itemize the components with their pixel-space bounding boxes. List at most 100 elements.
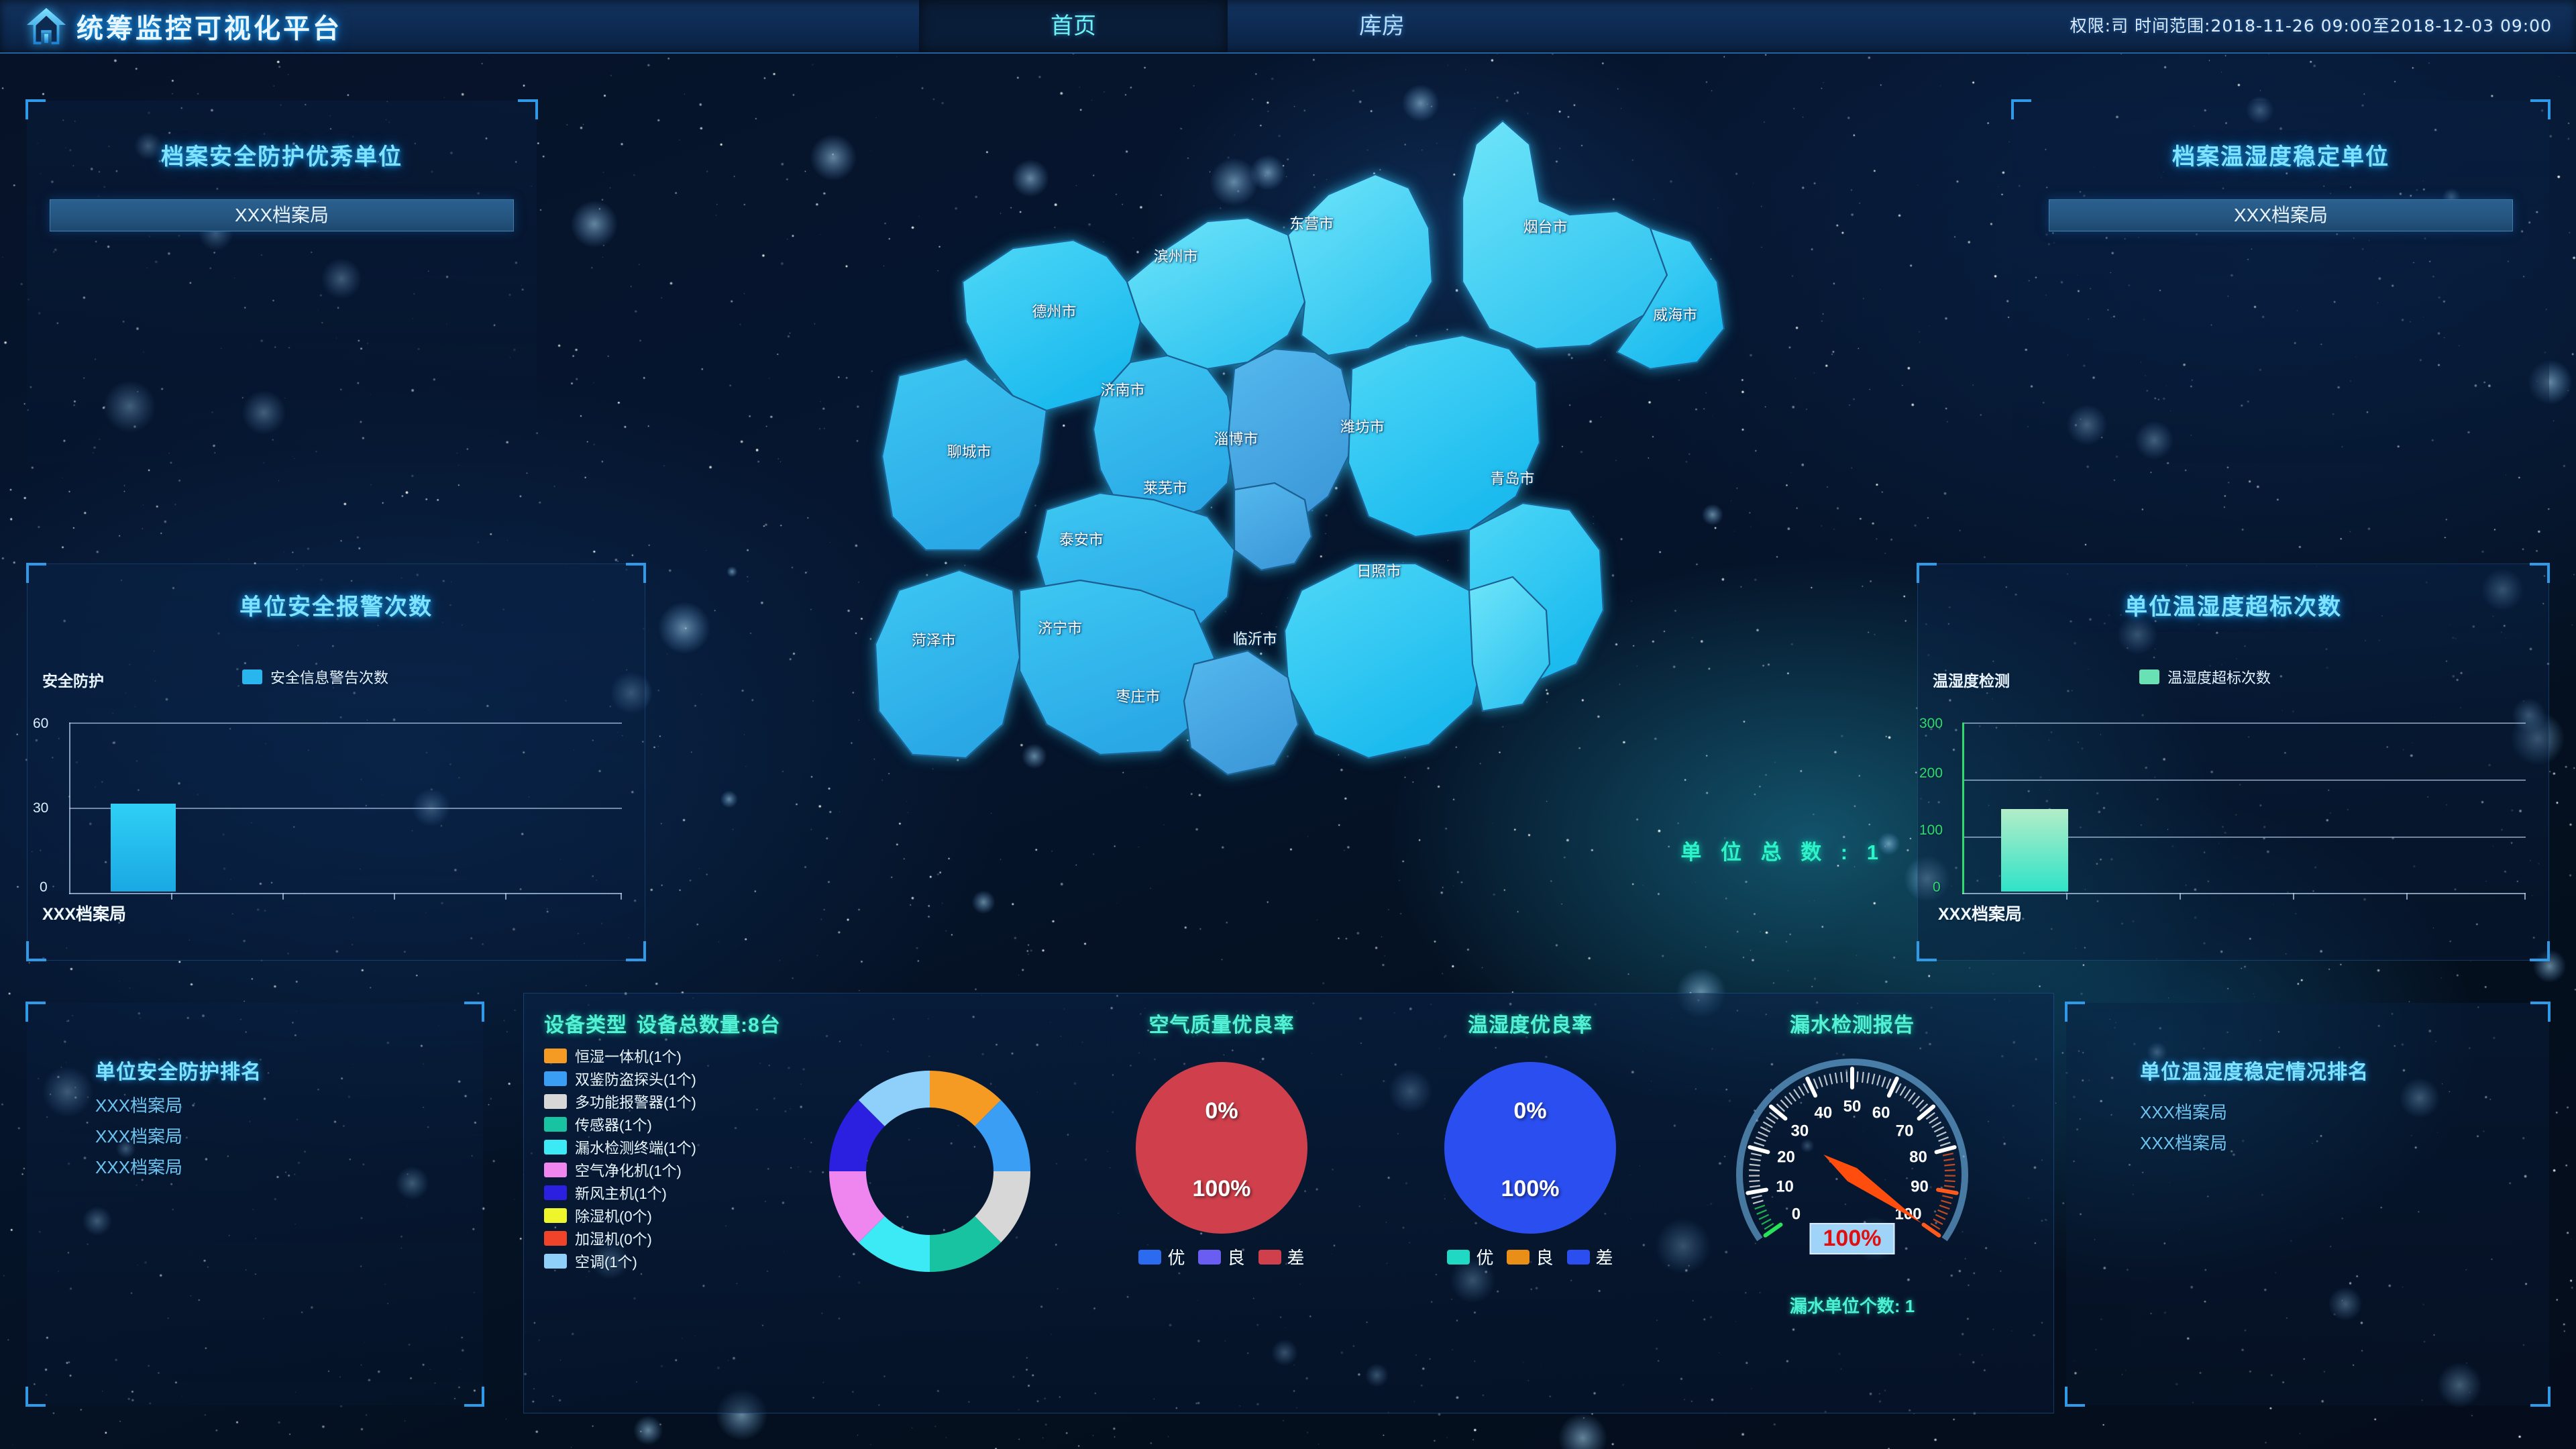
device-legend-item[interactable]: 双鉴防盗探头(1个) [544, 1067, 781, 1090]
gauge-minor-tick [1750, 1159, 1761, 1161]
temp-humidity-block: 温湿度优良率 0% 100% 优 良 差 [1389, 1008, 1671, 1269]
legend-swatch-icon [1258, 1250, 1281, 1265]
device-donut-chart[interactable] [819, 1061, 1040, 1282]
temp-humidity-title: 温湿度优良率 [1389, 1008, 1671, 1038]
list-item[interactable]: XXX档案局 [95, 1152, 483, 1183]
gauge-major-tick [1766, 1225, 1781, 1236]
air-quality-bottom-pct: 100% [1134, 1176, 1309, 1202]
map-city-label[interactable]: 青岛市 [1490, 467, 1534, 488]
pie-slice[interactable] [1136, 1062, 1307, 1234]
legend-swatch-icon [544, 1094, 567, 1109]
leak-gauge-title: 漏水检测报告 [1691, 1008, 2013, 1038]
gauge-minor-tick [1939, 1137, 1949, 1141]
humidity-legend-label: 温湿度超标次数 [2167, 666, 2271, 688]
brand-title: 统筹监控可视化平台 [76, 7, 342, 46]
legend-swatch-icon [544, 1117, 567, 1132]
temp-humidity-pie[interactable] [1443, 1061, 1617, 1235]
device-legend-item[interactable]: 空气净化机(1个) [544, 1159, 781, 1181]
gauge-minor-tick [1877, 1075, 1880, 1085]
map-city-label[interactable]: 潍坊市 [1340, 415, 1385, 437]
device-legend-item[interactable]: 空调(1个) [544, 1250, 781, 1273]
gauge-hub [1846, 1169, 1858, 1181]
gauge-minor-tick [1841, 1072, 1842, 1083]
device-legend-item[interactable]: 恒湿一体机(1个) [544, 1044, 781, 1067]
gauge-major-tick [1771, 1106, 1785, 1118]
humidity-rank-list: XXX档案局 XXX档案局 [2140, 1097, 2549, 1159]
map-city-label[interactable]: 临沂市 [1233, 627, 1277, 649]
list-item[interactable]: XXX档案局 [2140, 1097, 2549, 1128]
gauge-minor-tick [1794, 1089, 1800, 1098]
map-city-label[interactable]: 威海市 [1653, 303, 1697, 325]
list-item[interactable]: XXX档案局 [95, 1121, 483, 1152]
legend-swatch-icon [544, 1185, 567, 1200]
gauge-minor-tick [1755, 1205, 1765, 1209]
legend-swatch-icon [544, 1254, 567, 1269]
device-legend-label: 双鉴防盗探头(1个) [575, 1068, 696, 1089]
legend-label-you: 优 [1476, 1244, 1493, 1269]
legend-swatch-icon [544, 1163, 567, 1177]
humidity-axis-label: 温湿度检测 [1933, 668, 2010, 691]
brand: 统筹监控可视化平台 [25, 1, 342, 51]
gauge-tick-label: 70 [1896, 1122, 1914, 1140]
main-nav[interactable]: 首页 库房 [919, 0, 1536, 52]
humidity-category-label: XXX档案局 [1938, 901, 2022, 925]
legend-swatch-icon [1198, 1250, 1221, 1265]
security-bar[interactable] [111, 804, 176, 892]
security-rank-title: 单位安全防护排名 [95, 1055, 483, 1085]
air-quality-pie[interactable] [1134, 1061, 1309, 1235]
security-plot-area [69, 722, 622, 893]
gauge-major-tick [1748, 1190, 1766, 1193]
map-city-label[interactable]: 菏泽市 [912, 629, 956, 650]
map-city-label[interactable]: 聊城市 [947, 440, 991, 462]
legend-swatch-icon [242, 669, 262, 684]
map-city-label[interactable]: 济南市 [1101, 378, 1145, 400]
gauge-minor-tick [1763, 1122, 1772, 1128]
tab-warehouse[interactable]: 库房 [1228, 0, 1536, 52]
gauge-minor-tick [1749, 1170, 1760, 1171]
gauge-minor-tick [1756, 1137, 1766, 1141]
gauge-minor-tick [1913, 1096, 1919, 1104]
list-item[interactable]: XXX档案局 [95, 1090, 483, 1121]
humidity-bar[interactable] [2001, 809, 2068, 892]
map-city-label[interactable]: 东营市 [1289, 212, 1334, 233]
legend-label-liang: 良 [1227, 1244, 1244, 1269]
gauge-minor-tick [1943, 1159, 1954, 1161]
air-quality-block: 空气质量优良率 0% 100% 优 良 差 [1081, 1008, 1362, 1269]
map-city-label[interactable]: 枣庄市 [1116, 685, 1160, 706]
device-legend-item[interactable]: 漏水检测终端(1个) [544, 1136, 781, 1159]
map-city-label[interactable]: 日照市 [1357, 559, 1401, 581]
device-legend-item[interactable]: 传感器(1个) [544, 1113, 781, 1136]
map-city-label[interactable]: 淄博市 [1214, 427, 1258, 449]
humidity-rank-title: 单位温湿度稳定情况排名 [2140, 1055, 2549, 1085]
device-type-block: 设备类型 设备总数量:8台 恒湿一体机(1个) 双鉴防盗探头(1个) 多功能报警器(… [544, 1008, 781, 1273]
ytick-h-200: 200 [1919, 765, 1943, 782]
app-header: 统筹监控可视化平台 首页 库房 权限:司 时间范围:2018-11-26 09:… [0, 0, 2576, 54]
map-city-label[interactable]: 滨州市 [1154, 245, 1198, 266]
map-city-label[interactable]: 济宁市 [1038, 616, 1082, 638]
map-city-label[interactable]: 德州市 [1032, 300, 1077, 321]
pie-slice[interactable] [1444, 1062, 1616, 1234]
gauge-minor-tick [1757, 1210, 1767, 1214]
map-city-label[interactable]: 泰安市 [1059, 528, 1104, 549]
gauge-minor-tick [1944, 1186, 1955, 1187]
device-legend-label: 除湿机(0个) [575, 1205, 652, 1226]
tab-home[interactable]: 首页 [919, 0, 1228, 52]
map-city-label[interactable]: 莱芜市 [1143, 476, 1187, 498]
device-legend-item[interactable]: 新风主机(1个) [544, 1181, 781, 1204]
map-city-label[interactable]: 烟台市 [1523, 215, 1568, 237]
humidity-rank-panel: 单位温湿度稳定情况排名 XXX档案局 XXX档案局 [2066, 1003, 2549, 1405]
ytick-h-0: 0 [1933, 879, 1941, 896]
device-legend-item[interactable]: 多功能报警器(1个) [544, 1090, 781, 1113]
air-quality-top-pct: 0% [1134, 1098, 1309, 1124]
legend-swatch-icon [544, 1208, 567, 1223]
device-legend-label: 新风主机(1个) [575, 1182, 667, 1203]
gauge-minor-tick [1781, 1100, 1788, 1108]
gauge-tick-label: 80 [1909, 1148, 1927, 1167]
device-legend-item[interactable]: 除湿机(0个) [544, 1204, 781, 1227]
device-legend-item[interactable]: 加湿机(0个) [544, 1227, 781, 1250]
legend-label-you: 优 [1167, 1244, 1185, 1269]
home-icon [25, 5, 67, 47]
humidity-plot-area [1962, 722, 2526, 893]
ytick-h-300: 300 [1919, 716, 1943, 732]
list-item[interactable]: XXX档案局 [2140, 1128, 2549, 1159]
